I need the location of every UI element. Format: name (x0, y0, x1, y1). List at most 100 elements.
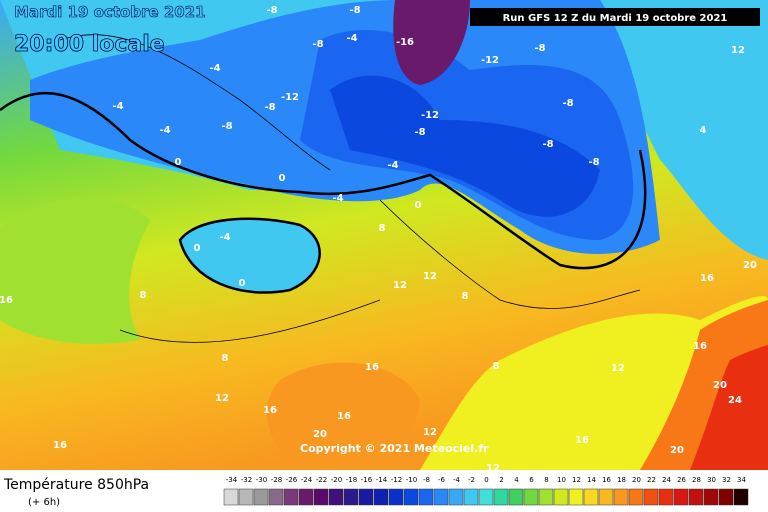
scale-label: 28 (692, 476, 701, 484)
contour-label: 16 (53, 440, 67, 451)
run-info: Run GFS 12 Z du Mardi 19 octobre 2021 (503, 13, 728, 24)
scale-cell (418, 488, 434, 506)
contour-label: -4 (387, 160, 398, 171)
contour-label: -4 (209, 63, 220, 74)
scale-label: 2 (499, 476, 503, 484)
footer-step: (+ 6h) (28, 497, 60, 508)
scale-label: 4 (514, 476, 519, 484)
scale-label: 34 (737, 476, 746, 484)
contour-label: -8 (312, 39, 323, 50)
scale-cell (598, 488, 614, 506)
contour-label: 8 (222, 353, 229, 364)
contour-label: 8 (493, 361, 500, 372)
contour-label: -4 (346, 33, 357, 44)
contour-label: 8 (379, 223, 386, 234)
scale-cell (343, 488, 359, 506)
time: 20:00 locale (14, 32, 165, 57)
scale-label: -34 (226, 476, 238, 484)
scale-label: 30 (707, 476, 716, 484)
scale-label: 16 (602, 476, 611, 484)
contour-labels: -8 -8 -16 -12 -8 -4 -4 -12 -8 -8 -4 -4 0 0 -12 -8 -8 -8 -8… (0, 5, 757, 474)
contour-label: 12 (393, 280, 407, 291)
scale-label: 6 (529, 476, 534, 484)
scale-label: 8 (544, 476, 548, 484)
scale-label: -22 (316, 476, 327, 484)
scale-cell (238, 488, 254, 506)
contours (0, 34, 647, 343)
contour-label: -8 (534, 43, 545, 54)
contour-label: 16 (693, 341, 707, 352)
scale-cell (673, 488, 689, 506)
scale-cell (583, 488, 599, 506)
scale-cell (733, 488, 749, 506)
scale-cell (313, 488, 329, 506)
scale-label: 24 (662, 476, 671, 484)
contour-label: -8 (588, 157, 599, 168)
scale-label: -16 (361, 476, 373, 484)
date: Mardi 19 octobre 2021 (14, 3, 206, 21)
scale-cell (223, 488, 239, 506)
scale-label: 22 (647, 476, 656, 484)
scale-label: -6 (438, 476, 446, 484)
scale-label: -12 (391, 476, 402, 484)
contour-label: -4 (219, 232, 230, 243)
contour-label: 12 (423, 427, 437, 438)
contour-label: -8 (221, 121, 232, 132)
contour-label: 8 (462, 291, 469, 302)
contour-label: 0 (239, 278, 246, 289)
contour-label: 12 (486, 463, 500, 474)
scale-cell (493, 488, 509, 506)
scale-cell (658, 488, 674, 506)
scale-cell (538, 488, 554, 506)
scale-cell (478, 488, 494, 506)
contour-label: 24 (728, 395, 742, 406)
contour-label: 0 (194, 243, 201, 254)
contour-label: -8 (414, 127, 425, 138)
scale-label: -18 (346, 476, 357, 484)
copyright: Copyright © 2021 Meteociel.fr (300, 442, 489, 455)
contour-label: -8 (542, 139, 553, 150)
scale-label: -2 (468, 476, 475, 484)
contour-label: 12 (611, 363, 625, 374)
scale-cell (328, 488, 344, 506)
contour-label: 12 (731, 45, 745, 56)
contour-label: -8 (264, 102, 275, 113)
scale-label: 10 (557, 476, 566, 484)
scale-label: -10 (406, 476, 417, 484)
scale-cell (508, 488, 524, 506)
contour-label: -4 (159, 125, 170, 136)
contour-label: 20 (743, 260, 757, 271)
contour-label: 16 (337, 411, 351, 422)
contour-label: 0 (279, 173, 286, 184)
scale-cell (448, 488, 464, 506)
scale-label: -4 (453, 476, 461, 484)
scale-label: 32 (722, 476, 731, 484)
contour-label: 16 (0, 295, 13, 306)
contour-label: 20 (313, 429, 327, 440)
scale-cell (388, 488, 404, 506)
scale-cell (253, 488, 269, 506)
scale-label: -28 (271, 476, 282, 484)
contour-label: 12 (215, 393, 229, 404)
contour-label: -12 (281, 92, 299, 103)
scale-cell (403, 488, 419, 506)
scale-cell (523, 488, 539, 506)
contour-label: -8 (266, 5, 277, 16)
footer-title: Température 850hPa (3, 477, 149, 493)
contour-label: 16 (365, 362, 379, 373)
contour-label: 16 (575, 435, 589, 446)
scale-label: -20 (331, 476, 342, 484)
scale-label: 26 (677, 476, 686, 484)
contour-label: 8 (140, 290, 147, 301)
scale-label: -24 (301, 476, 313, 484)
scale-cell (283, 488, 299, 506)
scale-cell (703, 488, 719, 506)
contour-label: -12 (481, 55, 499, 66)
scale-label: 0 (484, 476, 488, 484)
scale-label: -30 (256, 476, 267, 484)
contour-label: 20 (713, 380, 727, 391)
color-scale: -34 -32 -30 -28 -26 -24 -22 -20 -18 -16 -14 -12 -10-… (223, 476, 749, 506)
scale-label: -14 (376, 476, 388, 484)
scale-label: -26 (286, 476, 298, 484)
